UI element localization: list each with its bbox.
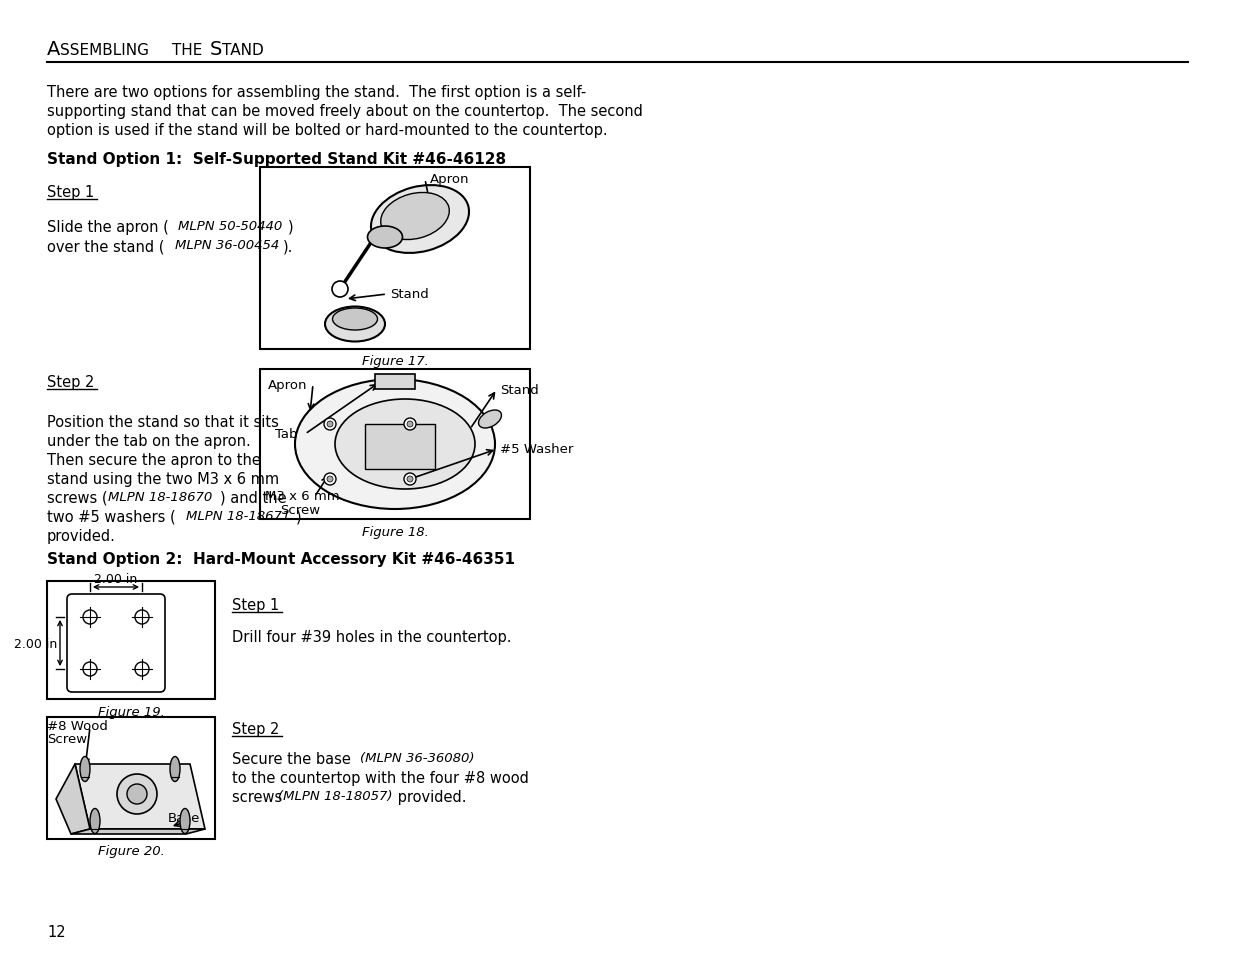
Text: SSEMBLING: SSEMBLING	[61, 43, 149, 58]
Circle shape	[332, 282, 348, 297]
Text: ): )	[296, 510, 301, 524]
Text: Apron: Apron	[430, 173, 469, 186]
Text: 2.00 in: 2.00 in	[94, 573, 137, 585]
Circle shape	[83, 662, 98, 677]
Ellipse shape	[335, 399, 475, 490]
Polygon shape	[375, 375, 415, 390]
Circle shape	[83, 610, 98, 624]
Circle shape	[327, 421, 333, 428]
Ellipse shape	[332, 309, 378, 331]
Ellipse shape	[380, 193, 450, 240]
Text: two #5 washers (: two #5 washers (	[47, 510, 175, 524]
Text: Slide the apron (: Slide the apron (	[47, 220, 169, 234]
Text: screws: screws	[232, 789, 287, 804]
Circle shape	[404, 418, 416, 431]
Circle shape	[324, 418, 336, 431]
Circle shape	[327, 476, 333, 482]
Text: provided.: provided.	[47, 529, 116, 543]
Ellipse shape	[170, 757, 180, 781]
Text: THE: THE	[167, 43, 207, 58]
Ellipse shape	[325, 307, 385, 342]
FancyBboxPatch shape	[67, 595, 165, 692]
Circle shape	[408, 476, 412, 482]
Text: A: A	[47, 40, 61, 59]
Circle shape	[408, 421, 412, 428]
Ellipse shape	[370, 186, 469, 253]
Text: provided.: provided.	[393, 789, 467, 804]
Text: Step 2: Step 2	[232, 721, 279, 737]
Text: Secure the base: Secure the base	[232, 751, 356, 766]
Text: Tab: Tab	[275, 428, 298, 441]
Circle shape	[135, 610, 149, 624]
Ellipse shape	[180, 809, 190, 834]
Text: screws (: screws (	[47, 491, 107, 505]
Text: (MLPN 18-18057): (MLPN 18-18057)	[278, 789, 393, 802]
Text: M3 x 6 mm: M3 x 6 mm	[266, 490, 340, 502]
Text: Figure 20.: Figure 20.	[98, 844, 164, 857]
Text: There are two options for assembling the stand.  The first option is a self-: There are two options for assembling the…	[47, 85, 587, 100]
Text: Stand: Stand	[390, 288, 429, 301]
Polygon shape	[75, 764, 205, 829]
Text: under the tab on the apron.: under the tab on the apron.	[47, 434, 251, 449]
Bar	[261, 370, 530, 519]
Circle shape	[324, 474, 336, 485]
Bar	[261, 168, 530, 350]
Circle shape	[117, 774, 157, 814]
Text: Step 1: Step 1	[232, 598, 279, 613]
Bar	[47, 718, 215, 840]
Text: Step 2: Step 2	[47, 375, 94, 390]
Text: ): )	[288, 220, 294, 234]
Text: supporting stand that can be moved freely about on the countertop.  The second: supporting stand that can be moved freel…	[47, 104, 643, 119]
Circle shape	[135, 662, 149, 677]
Text: to the countertop with the four #8 wood: to the countertop with the four #8 wood	[232, 770, 529, 785]
Text: Figure 17.: Figure 17.	[362, 355, 429, 368]
Text: #5 Washer: #5 Washer	[500, 443, 573, 456]
Text: Figure 19.: Figure 19.	[98, 705, 164, 719]
Bar	[366, 424, 435, 470]
Text: Stand Option 1:  Self-Supported Stand Kit #46-46128: Stand Option 1: Self-Supported Stand Kit…	[47, 152, 506, 167]
Text: (MLPN 36-36080): (MLPN 36-36080)	[359, 751, 474, 764]
Ellipse shape	[90, 809, 100, 834]
Text: Drill four #39 holes in the countertop.: Drill four #39 holes in the countertop.	[232, 629, 511, 644]
Ellipse shape	[478, 411, 501, 429]
Ellipse shape	[295, 379, 495, 510]
Text: Then secure the apron to the: Then secure the apron to the	[47, 453, 261, 468]
Text: 2.00 in: 2.00 in	[14, 637, 57, 650]
Text: S: S	[210, 40, 222, 59]
Text: #8 Wood: #8 Wood	[47, 720, 107, 732]
Text: Apron: Apron	[268, 378, 308, 391]
Circle shape	[127, 784, 147, 804]
Text: option is used if the stand will be bolted or hard-mounted to the countertop.: option is used if the stand will be bolt…	[47, 123, 608, 138]
Text: Step 1: Step 1	[47, 185, 94, 200]
Text: Base: Base	[168, 811, 200, 824]
Text: ).: ).	[283, 239, 294, 253]
Circle shape	[404, 474, 416, 485]
Text: MLPN 36-00454: MLPN 36-00454	[175, 239, 279, 252]
Polygon shape	[56, 764, 90, 834]
Text: TAND: TAND	[222, 43, 264, 58]
Ellipse shape	[368, 227, 403, 249]
Ellipse shape	[80, 757, 90, 781]
Text: Stand Option 2:  Hard-Mount Accessory Kit #46-46351: Stand Option 2: Hard-Mount Accessory Kit…	[47, 552, 515, 566]
Text: stand using the two M3 x 6 mm: stand using the two M3 x 6 mm	[47, 472, 279, 486]
Text: over the stand (: over the stand (	[47, 239, 164, 253]
Text: Position the stand so that it sits: Position the stand so that it sits	[47, 415, 279, 430]
Polygon shape	[70, 829, 205, 834]
Text: 12: 12	[47, 924, 65, 939]
Bar	[47, 581, 215, 700]
Text: MLPN 18-18670: MLPN 18-18670	[107, 491, 212, 503]
Text: Screw: Screw	[280, 503, 320, 517]
Text: MLPN 18-18671: MLPN 18-18671	[186, 510, 290, 522]
Text: Stand: Stand	[500, 383, 538, 396]
Text: Figure 18.: Figure 18.	[362, 525, 429, 538]
Text: ) and the: ) and the	[220, 491, 287, 505]
Text: MLPN 50-50440: MLPN 50-50440	[178, 220, 283, 233]
Text: Screw: Screw	[47, 732, 88, 745]
